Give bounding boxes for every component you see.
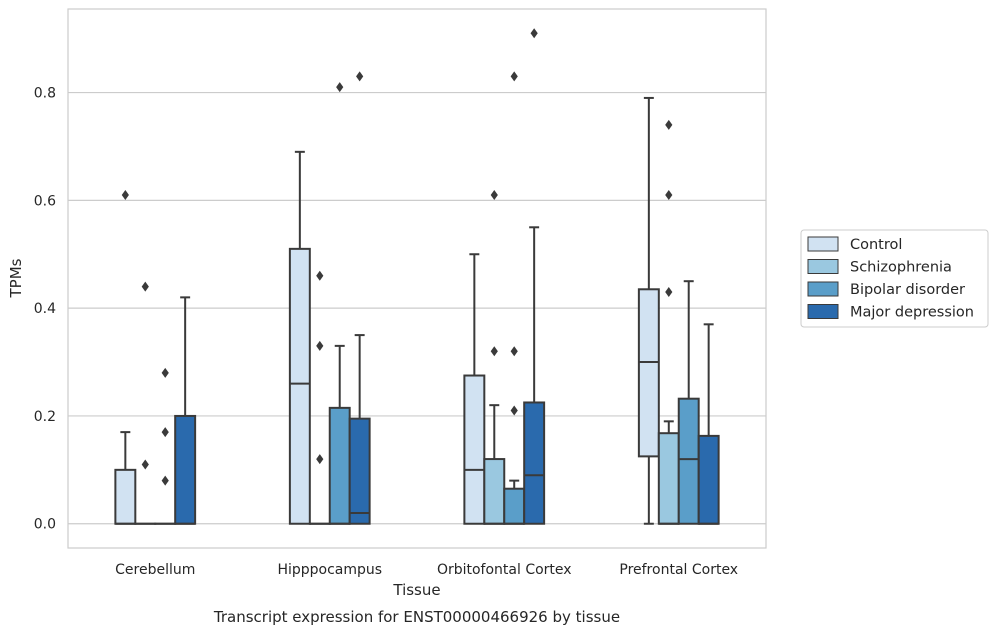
- box: [483, 458, 506, 525]
- outlier-point: [161, 475, 169, 486]
- outlier-point: [510, 346, 518, 357]
- outlier-point: [316, 454, 324, 465]
- legend-swatch: [807, 304, 839, 319]
- outlier-point: [530, 28, 538, 39]
- x-tick-label: Prefrontal Cortex: [619, 562, 738, 578]
- boxes: [114, 28, 720, 525]
- outlier-point: [665, 286, 673, 297]
- box: [348, 417, 371, 525]
- x-axis-ticks: Cerebellum Hipppocampus Orbitofontal Corte…: [115, 562, 738, 578]
- box-group: [154, 367, 177, 525]
- box-group: [697, 323, 720, 525]
- box-group: [308, 270, 331, 525]
- outlier-point: [141, 459, 149, 470]
- box-group: [463, 253, 486, 525]
- legend: Control Schizophrenia Bipolar disorder Majo…: [800, 229, 989, 328]
- chart-caption: Transcript expression for ENST0000046692…: [213, 608, 620, 626]
- box: [523, 401, 546, 525]
- x-tick-label: Orbitofontal Cortex: [437, 562, 572, 578]
- outlier-point: [510, 405, 518, 416]
- y-tick-label: 0.4: [34, 301, 56, 317]
- box: [174, 414, 197, 525]
- legend-label: Control: [850, 237, 902, 253]
- box-group: [503, 71, 526, 525]
- legend-label: Bipolar disorder: [850, 282, 965, 298]
- box-group: [348, 71, 371, 525]
- outlier-point: [336, 82, 344, 93]
- legend-label: Schizophrenia: [850, 260, 952, 276]
- box: [503, 487, 526, 525]
- box: [288, 247, 311, 525]
- outlier-point: [490, 189, 498, 200]
- legend-swatch: [807, 259, 839, 274]
- outlier-point: [161, 367, 169, 378]
- outlier-point: [121, 189, 129, 200]
- box-group: [288, 150, 311, 525]
- outlier-point: [510, 71, 518, 82]
- box-group: [657, 119, 680, 525]
- outlier-point: [665, 119, 673, 130]
- box: [463, 374, 486, 525]
- legend-frame: [800, 229, 989, 328]
- box: [114, 468, 137, 525]
- box: [677, 397, 700, 525]
- y-tick-label: 0.0: [34, 517, 56, 533]
- legend-swatch: [807, 281, 839, 297]
- box-group: [134, 281, 157, 525]
- y-tick-label: 0.8: [34, 86, 56, 102]
- outlier-point: [665, 189, 673, 200]
- x-tick-label: Cerebellum: [115, 562, 195, 578]
- box-group: [483, 189, 506, 525]
- box-group: [328, 82, 351, 525]
- box-group: [174, 296, 197, 525]
- legend-label: Major depression: [850, 305, 974, 321]
- box: [657, 432, 680, 525]
- box-group: [637, 96, 660, 525]
- y-axis-ticks: 0.0 0.2 0.4 0.6 0.8: [34, 86, 56, 533]
- y-tick-label: 0.6: [34, 193, 56, 209]
- legend-swatch: [807, 236, 839, 252]
- box: [637, 288, 660, 458]
- box-group: [677, 280, 700, 525]
- outlier-point: [161, 427, 169, 438]
- outlier-point: [141, 281, 149, 292]
- box-group: [523, 28, 546, 525]
- y-tick-label: 0.2: [34, 409, 56, 425]
- x-tick-label: Hipppocampus: [277, 562, 382, 578]
- y-axis-label: TPMs: [7, 258, 25, 298]
- box: [697, 434, 720, 525]
- box-group: [114, 189, 137, 525]
- outlier-point: [490, 346, 498, 357]
- plot-area-frame: [67, 8, 767, 549]
- box: [328, 406, 351, 525]
- outlier-point: [316, 270, 324, 281]
- outlier-point: [316, 340, 324, 351]
- x-axis-label: Tissue: [392, 581, 440, 599]
- outlier-point: [356, 71, 364, 82]
